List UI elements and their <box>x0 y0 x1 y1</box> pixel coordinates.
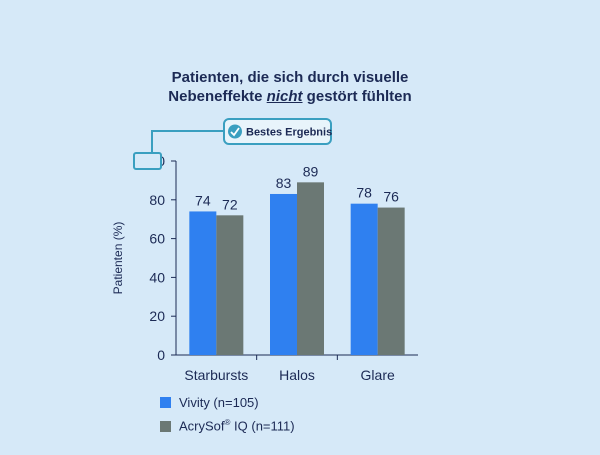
data-label: 72 <box>222 196 238 212</box>
y-axis-label: Patienten (%) <box>111 222 125 295</box>
title-line-2: Nebeneffekte nicht gestört fühlten <box>100 87 480 106</box>
bar <box>350 203 378 355</box>
checkmark-icon <box>228 124 242 139</box>
y-tick-label: 60 <box>149 231 165 247</box>
bar <box>377 207 405 355</box>
bar <box>270 193 297 355</box>
chart-title: Patienten, die sich durch visuelle Neben… <box>100 68 480 106</box>
checkmark-icon-mark <box>230 127 240 137</box>
best-result-callout: Bestes Ergebnis <box>133 118 332 170</box>
data-label: 78 <box>356 185 372 201</box>
data-label: 83 <box>276 175 292 191</box>
y-tick-label: 0 <box>157 347 165 363</box>
y-tick-label: 80 <box>149 192 165 208</box>
y-tick-label: 20 <box>149 308 165 324</box>
legend-label-acrysof-name: AcrySof <box>179 418 225 434</box>
data-label: 76 <box>383 189 399 205</box>
x-tick-label: Starbursts <box>184 367 248 383</box>
title-line-2-end: gestört fühlten <box>302 88 412 105</box>
chart-bars: 74 72 83 89 78 76 <box>189 163 405 355</box>
bar <box>297 182 324 355</box>
title-line-2-start: Nebeneffekte <box>168 88 267 105</box>
bar <box>216 215 244 355</box>
bar <box>189 211 217 355</box>
title-emphasis: nicht <box>266 88 303 105</box>
legend-label-acrysof: AcrySof® IQ (n=111) <box>179 418 295 433</box>
y-tick-label: 40 <box>149 269 165 285</box>
legend-label-acrysof-suffix: IQ (n=111) <box>230 418 295 434</box>
best-result-badge <box>223 118 332 145</box>
x-tick-label: Glare <box>361 367 395 383</box>
data-label: 74 <box>195 192 211 208</box>
best-result-label: Bestes Ergebnis <box>246 127 332 139</box>
x-tick-label: Halos <box>279 367 315 383</box>
title-line-1: Patienten, die sich durch visuelle <box>171 69 409 86</box>
legend-item-vivity: Vivity (n=105) <box>160 390 295 414</box>
legend-item-acrysof: AcrySof® IQ (n=111) <box>160 414 295 438</box>
legend-label-vivity: Vivity (n=105) <box>179 394 259 410</box>
callout-connector <box>151 130 224 157</box>
data-label: 89 <box>303 163 319 179</box>
legend-swatch-acrysof <box>160 420 171 432</box>
legend-swatch-vivity <box>160 396 171 408</box>
callout-tick-box <box>133 152 162 170</box>
registered-mark: ® <box>224 418 231 428</box>
legend: Vivity (n=105) AcrySof® IQ (n=111) <box>160 390 295 438</box>
